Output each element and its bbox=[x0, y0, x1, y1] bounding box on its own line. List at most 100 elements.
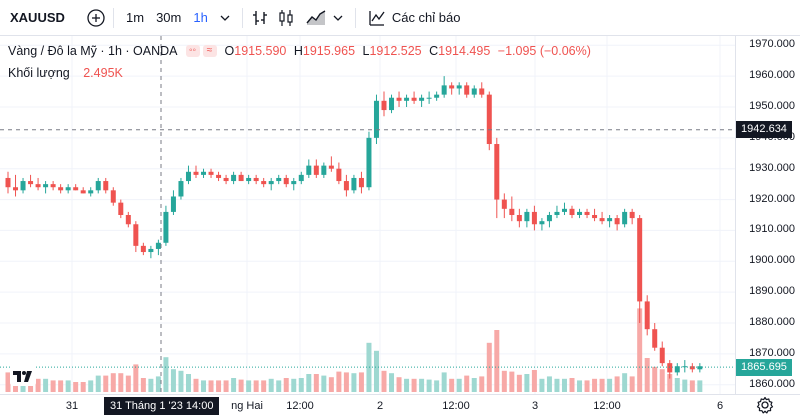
price-tick-label: 1920.000 bbox=[749, 192, 795, 205]
crosshair-price-badge: 1942.634 bbox=[736, 121, 792, 139]
candle-body bbox=[343, 181, 349, 191]
candle-body bbox=[607, 218, 613, 222]
volume-bar bbox=[479, 376, 485, 392]
volume-bar bbox=[389, 373, 395, 392]
candle-body bbox=[539, 221, 545, 225]
volume-bar bbox=[80, 382, 86, 392]
candle-body bbox=[697, 366, 703, 370]
volume-bar bbox=[501, 370, 507, 392]
volume-bar bbox=[216, 380, 222, 392]
candle-body bbox=[283, 177, 289, 185]
candle-body bbox=[674, 366, 680, 373]
volume-bar bbox=[178, 370, 184, 392]
timeframe-dropdown-button[interactable] bbox=[214, 4, 236, 32]
ohlc-bars-icon bbox=[252, 10, 267, 25]
volume-bar bbox=[276, 380, 282, 392]
candle-body bbox=[411, 97, 417, 101]
toolbar-divider bbox=[241, 7, 243, 28]
change-value: −1.095 (−0.06%) bbox=[497, 44, 591, 58]
volume-bar bbox=[607, 378, 613, 392]
symbol-search-button[interactable]: XAUUSD bbox=[10, 10, 65, 25]
candle-body bbox=[185, 171, 191, 182]
time-tick-label: ng Hai bbox=[231, 400, 263, 412]
volume-bar bbox=[358, 372, 364, 392]
volume-bar bbox=[539, 378, 545, 392]
price-tick-label: 1860.000 bbox=[749, 377, 795, 390]
volume-bar bbox=[471, 378, 477, 392]
candle-body bbox=[28, 181, 34, 185]
candles-icon bbox=[279, 9, 293, 26]
candle-body bbox=[404, 97, 410, 101]
volume-bar bbox=[599, 378, 605, 392]
candle-body bbox=[261, 181, 267, 185]
indicators-label: Các chỉ báo bbox=[391, 10, 461, 25]
volume-bar bbox=[298, 378, 304, 392]
time-tick-label: 6 bbox=[716, 400, 724, 412]
gear-icon[interactable] bbox=[756, 396, 774, 414]
candle-body bbox=[584, 211, 590, 215]
candle-body bbox=[546, 215, 552, 222]
volume-bar bbox=[351, 373, 357, 392]
volume-bar bbox=[494, 330, 500, 392]
area-chart-type-button[interactable] bbox=[305, 4, 327, 32]
volume-bar bbox=[569, 378, 575, 392]
volume-bar bbox=[268, 378, 274, 392]
chevron-down-icon bbox=[333, 15, 343, 21]
price-axis[interactable]: 1970.0001960.0001950.0001940.0001930.000… bbox=[735, 36, 800, 394]
candle-body bbox=[366, 137, 372, 188]
high-key: H bbox=[293, 44, 303, 58]
candle-body bbox=[313, 165, 319, 175]
legend-controls: ◦◦ ≈ bbox=[185, 45, 217, 57]
volume-bar bbox=[125, 375, 131, 392]
candle-body bbox=[569, 208, 575, 215]
volume-bar bbox=[426, 379, 432, 392]
candle-body bbox=[524, 211, 530, 222]
plus-circle-icon bbox=[87, 8, 105, 27]
candle-body bbox=[434, 94, 440, 98]
candle-body bbox=[449, 85, 455, 89]
volume-bar bbox=[223, 380, 229, 392]
candle-body bbox=[231, 174, 237, 182]
candle-body bbox=[216, 174, 222, 178]
symbol-description[interactable]: Vàng / Đô la Mỹ · 1h · OANDA bbox=[8, 44, 178, 58]
volume-bar bbox=[516, 374, 522, 392]
candle-chart-type-button[interactable] bbox=[275, 4, 297, 32]
price-tick-label: 1960.000 bbox=[749, 69, 795, 82]
timeframe-1h[interactable]: 1h bbox=[193, 10, 208, 25]
volume-bar bbox=[95, 375, 101, 392]
wave-icon[interactable]: ≈ bbox=[202, 45, 217, 57]
candle-body bbox=[276, 177, 282, 182]
price-tick-label: 1870.000 bbox=[749, 346, 795, 359]
timeframe-30m[interactable]: 30m bbox=[156, 10, 182, 25]
candle-body bbox=[667, 363, 673, 373]
timeframe-1m[interactable]: 1m bbox=[126, 10, 145, 25]
volume-bar bbox=[546, 376, 552, 392]
compare-symbol-button[interactable] bbox=[85, 4, 107, 32]
indicators-button[interactable]: Các chỉ báo bbox=[362, 4, 467, 32]
volume-bar bbox=[404, 378, 410, 392]
candle-body bbox=[622, 211, 628, 225]
candle-body bbox=[599, 218, 605, 222]
price-tick-label: 1950.000 bbox=[749, 99, 795, 112]
volume-bar bbox=[133, 364, 139, 392]
tradingview-logo-icon[interactable] bbox=[10, 366, 36, 386]
candle-body bbox=[193, 171, 199, 175]
candle-body bbox=[80, 190, 86, 194]
price-chart[interactable] bbox=[0, 36, 735, 394]
candle-body bbox=[110, 190, 116, 203]
time-axis[interactable]: 31 ng Hai 12:00 2 12:00 3 12:00 6 bbox=[0, 394, 800, 419]
candle-body bbox=[298, 174, 304, 182]
indicator-dots-icon[interactable]: ◦◦ bbox=[185, 45, 200, 57]
chart-type-dropdown-button[interactable] bbox=[327, 4, 349, 32]
volume-label[interactable]: Khối lượng bbox=[8, 66, 70, 80]
candle-body bbox=[253, 177, 259, 182]
candle-body bbox=[328, 165, 334, 169]
candle-body bbox=[652, 329, 658, 348]
candle-body bbox=[208, 171, 214, 175]
candle-body bbox=[291, 181, 297, 185]
volume-bar bbox=[366, 342, 372, 392]
low-value: 1912.525 bbox=[369, 44, 422, 58]
time-tick-label: 12:00 bbox=[286, 400, 314, 412]
bar-chart-type-button[interactable] bbox=[249, 4, 271, 32]
candle-body bbox=[441, 85, 447, 95]
